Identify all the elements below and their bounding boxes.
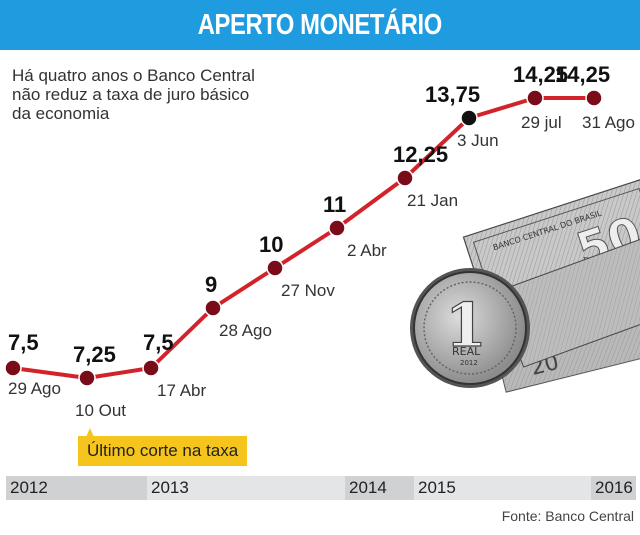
data-point — [396, 169, 414, 187]
source-note: Fonte: Banco Central — [501, 508, 634, 524]
data-point — [266, 259, 284, 277]
chart-title: APERTO MONETÁRIO — [197, 8, 443, 41]
value-label: 14,25 — [555, 62, 610, 87]
date-label: 2 Abr — [347, 241, 387, 260]
date-label: 21 Jan — [407, 191, 458, 210]
value-label: 12,25 — [393, 142, 448, 167]
value-label: 7,5 — [8, 330, 39, 355]
callout-text: Último corte na taxa — [87, 441, 239, 460]
timeline-year-2012: 2012 — [6, 476, 147, 500]
date-label: 27 Nov — [281, 281, 335, 300]
series-line — [12, 96, 594, 380]
date-label: 31 Ago — [582, 113, 635, 132]
coin-text: REAL — [452, 345, 481, 358]
date-label: 17 Abr — [157, 381, 206, 400]
chart-area: 7,5 29 Ago 7,25 10 Out 7,5 17 Abr 9 28 Ago 10 27 … — [4, 62, 635, 420]
data-point — [204, 299, 222, 317]
value-label: 10 — [259, 232, 283, 257]
date-label: 28 Ago — [219, 321, 272, 340]
value-label: 11 — [323, 192, 346, 217]
date-label: 3 Jun — [457, 131, 499, 150]
coin-year: 2012 — [460, 359, 478, 367]
timeline-year-2016: 2016 — [591, 476, 636, 500]
banknotes-coin-icon: 20 BANCO CENTRAL DO BRASIL 50 1 REAL 201… — [410, 177, 640, 393]
data-point — [328, 219, 346, 237]
svg-text:1: 1 — [445, 291, 487, 361]
chart-subtitle: Há quatro anos o Banco Central não reduz… — [12, 66, 255, 123]
callout-pointer — [86, 428, 94, 437]
value-label: 13,75 — [425, 82, 480, 107]
data-point — [78, 369, 96, 387]
timeline-year-2013: 2013 — [147, 476, 345, 500]
data-point — [585, 89, 603, 107]
value-label: 14,25 — [513, 62, 568, 87]
data-point — [460, 109, 478, 127]
value-label: 7,25 — [73, 342, 116, 367]
date-label: 10 Out — [75, 401, 126, 420]
data-point — [526, 89, 544, 107]
date-label: 29 jul — [521, 113, 562, 132]
value-label: 9 — [205, 272, 217, 297]
title-bar: APERTO MONETÁRIO — [0, 0, 640, 50]
value-label: 7,5 — [143, 330, 174, 355]
year-timeline: 2012 2013 2014 2015 2016 — [6, 476, 636, 500]
date-label: 29 Ago — [8, 379, 61, 398]
last-cut-callout: Último corte na taxa — [78, 436, 248, 466]
data-point — [142, 359, 160, 377]
timeline-year-2014: 2014 — [345, 476, 414, 500]
timeline-year-2015: 2015 — [414, 476, 591, 500]
data-point — [4, 359, 22, 377]
